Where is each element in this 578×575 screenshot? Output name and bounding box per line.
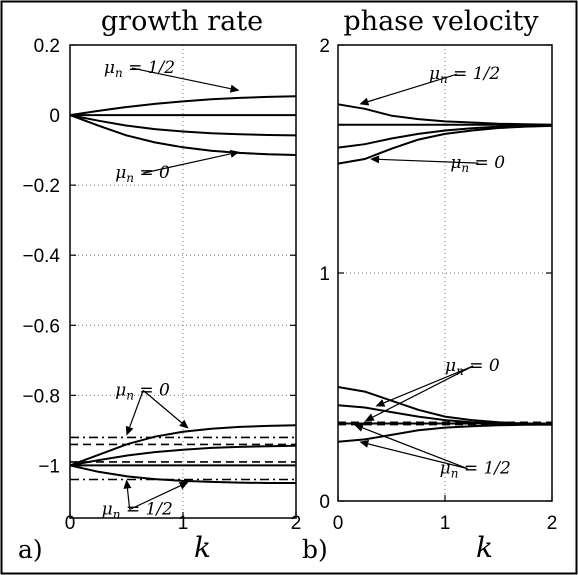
phase-velocity-annotation-label: μn = 1/2 — [440, 459, 511, 481]
phase-velocity-series-line-8 — [337, 423, 553, 443]
growth-rate-annotation-arrowhead — [125, 425, 134, 436]
phase-velocity-annotation-label: μn = 1/2 — [429, 64, 500, 86]
phase-velocity-annotation-label: μn = 0 — [450, 153, 505, 175]
growth-rate-panel: growth rate a) k 0 1 2 0.2 0 −0.2 −0.4 −0.6 −0.8… — [18, 6, 301, 564]
growth-rate-xtick-label: 2 — [291, 513, 302, 534]
phase-velocity-annotation-arrowhead — [359, 440, 370, 448]
growth-rate-series-line-6 — [69, 444, 297, 467]
phase-velocity-panel: phase velocity b) k 0 1 2 0 1 2 μn = 1/2 μn = 0… — [302, 6, 557, 564]
growth-rate-xlabel: k — [194, 531, 211, 564]
phase-velocity-ytick-label: 0 — [319, 492, 330, 513]
phase-velocity-annotation-arrowhead — [375, 399, 386, 407]
growth-rate-annotation-arrowhead — [229, 84, 240, 93]
growth-rate-annotation-arrowhead — [229, 149, 240, 158]
growth-rate-series-line-4 — [69, 114, 297, 156]
growth-rate-xtick-label: 0 — [65, 513, 76, 534]
growth-rate-annotation-arrow — [142, 389, 183, 424]
growth-rate-annotation-arrow — [131, 67, 231, 90]
phase-velocity-annotation-arrowhead — [354, 424, 364, 432]
growth-rate-annotation-arrowhead — [179, 419, 189, 429]
growth-rate-annotation-arrow — [143, 153, 231, 174]
growth-rate-ytick-label: −1 — [38, 456, 60, 477]
growth-rate-series-line-0 — [69, 95, 297, 117]
phase-velocity-xtick-label: 1 — [440, 513, 451, 534]
phase-velocity-ytick-label: 2 — [319, 36, 330, 57]
growth-rate-annotation-label: μn = 1/2 — [102, 499, 173, 521]
phase-velocity-xtick-label: 2 — [547, 513, 558, 534]
growth-rate-ytick-label: −0.6 — [22, 316, 60, 337]
growth-rate-ytick-label: −0.2 — [22, 176, 60, 197]
growth-rate-annotation-arrow — [129, 485, 181, 511]
growth-rate-annotation-label: μn = 0 — [115, 163, 170, 185]
phase-velocity-annotation-arrow — [367, 73, 458, 103]
growth-rate-annotation-arrowhead — [178, 481, 189, 490]
phase-velocity-annotation-label: μn = 0 — [445, 356, 500, 378]
growth-rate-annotation-label: μn = 1/2 — [104, 58, 175, 80]
growth-rate-ytick-label: 0 — [49, 106, 60, 127]
growth-rate-annotation-label: μn = 0 — [115, 380, 170, 402]
growth-rate-series-line-5 — [69, 424, 297, 467]
growth-rate-series-line-2 — [69, 114, 297, 137]
phase-velocity-annotation-arrow — [367, 443, 468, 470]
phase-velocity-xtick-label: 0 — [333, 513, 344, 534]
phase-velocity-annotation-arrow — [362, 427, 468, 470]
growth-rate-annotation-arrow — [126, 488, 131, 510]
phase-velocity-annotation-arrowhead — [364, 413, 375, 422]
phase-velocity-annotation-arrowhead — [370, 155, 380, 164]
phase-velocity-series-line-4 — [337, 125, 553, 165]
phase-velocity-title: phase velocity — [343, 6, 539, 37]
phase-velocity-annotation-arrow — [372, 365, 474, 418]
phase-velocity-annotation-arrow — [383, 365, 474, 404]
growth-rate-series-line-8 — [69, 464, 296, 484]
growth-rate-ytick-label: −0.4 — [22, 246, 60, 267]
growth-rate-annotation-arrow — [129, 390, 144, 428]
phase-velocity-annotation-arrow — [379, 158, 479, 164]
growth-rate-ytick-label: 0.2 — [34, 36, 60, 57]
phase-velocity-series-line-2 — [337, 124, 553, 149]
growth-rate-title: growth rate — [101, 6, 263, 37]
phase-velocity-ytick-label: 1 — [319, 264, 330, 285]
phase-velocity-annotation-arrowhead — [359, 97, 370, 106]
growth-rate-xtick-label: 1 — [178, 513, 189, 534]
growth-rate-ytick-label: −0.8 — [22, 386, 60, 407]
phase-velocity-xlabel: k — [476, 531, 493, 564]
panel-label-a: a) — [18, 535, 43, 564]
panel-label-b: b) — [302, 535, 328, 564]
growth-rate-annotation-arrowhead — [123, 479, 132, 489]
